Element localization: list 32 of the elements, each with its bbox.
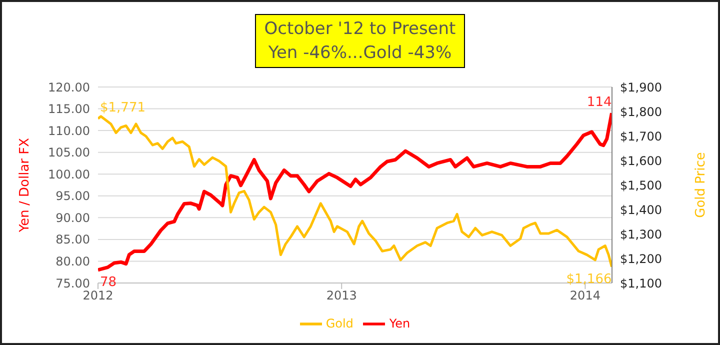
y2-axis-title: Gold Price: [694, 152, 709, 218]
y-tick-label: 100.00: [48, 167, 90, 182]
data-label: $1,166: [566, 272, 612, 287]
y2-tick-label: $1,800: [620, 104, 662, 119]
y-tick-label: 95.00: [56, 189, 90, 204]
y2-tick-label: $1,400: [620, 202, 662, 217]
data-label: $1,771: [100, 100, 146, 116]
chart-title: October '12 to Present: [264, 18, 456, 41]
y2-tick-label: $1,100: [620, 276, 662, 290]
x-tick-label: 2013: [326, 288, 357, 303]
y-tick-label: 80.00: [56, 254, 90, 268]
y-tick-label: 115.00: [48, 102, 90, 116]
y2-tick-label: $1,900: [620, 80, 662, 94]
legend-label: Yen: [389, 316, 410, 330]
y2-tick-label: $1,200: [620, 252, 662, 266]
y-axis-title: Yen / Dollar FX: [18, 138, 33, 234]
y-tick-label: 110.00: [48, 124, 90, 138]
data-label: 114: [586, 95, 612, 110]
y2-tick-label: $1,700: [620, 129, 662, 144]
y-tick-label: 90.00: [56, 210, 90, 225]
y-tick-label: 105.00: [48, 146, 90, 160]
y2-tick-label: $1,300: [620, 227, 662, 242]
y2-tick-label: $1,500: [620, 178, 662, 192]
y-tick-label: 120.00: [48, 80, 90, 94]
y2-tick-label: $1,600: [620, 154, 662, 168]
y-tick-label: 75.00: [56, 276, 90, 290]
legend-label: Gold: [326, 316, 354, 330]
y-tick-label: 85.00: [56, 232, 90, 247]
x-tick-label: 2012: [82, 288, 114, 303]
data-label: 78: [100, 274, 117, 290]
x-tick-label: 2014: [570, 288, 600, 303]
chart-subtitle: Yen -46%...Gold -43%: [267, 42, 453, 65]
